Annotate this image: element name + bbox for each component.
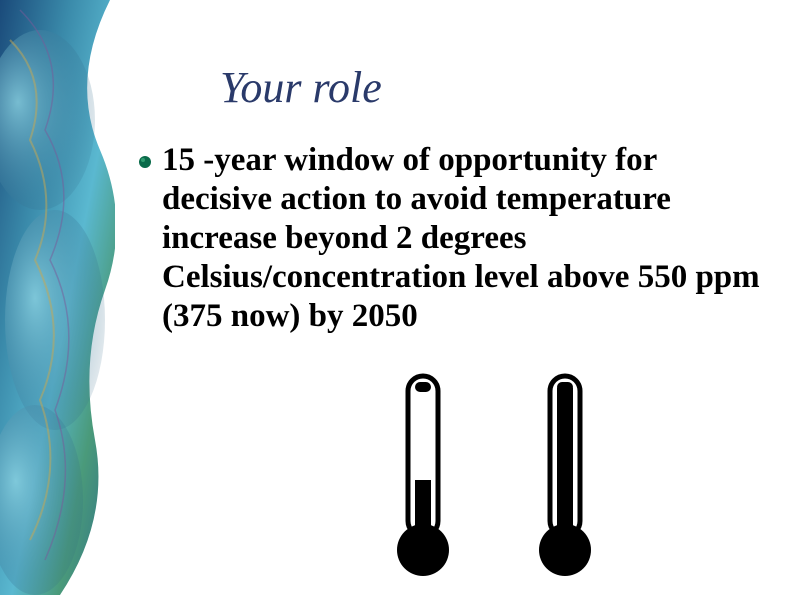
thermometer-low-icon — [380, 370, 466, 580]
slide-content: Your role 15 -year window of opportunity… — [130, 0, 780, 336]
decorative-sidebar — [0, 0, 115, 595]
thermometer-high-icon — [522, 370, 608, 580]
bullet-item: 15 -year window of opportunity for decis… — [138, 141, 780, 336]
thermometer-group — [380, 370, 608, 580]
bullet-text: 15 -year window of opportunity for decis… — [162, 141, 772, 336]
slide-title: Your role — [220, 62, 780, 113]
bullet-icon — [138, 155, 152, 174]
sidebar-texture — [0, 0, 115, 595]
